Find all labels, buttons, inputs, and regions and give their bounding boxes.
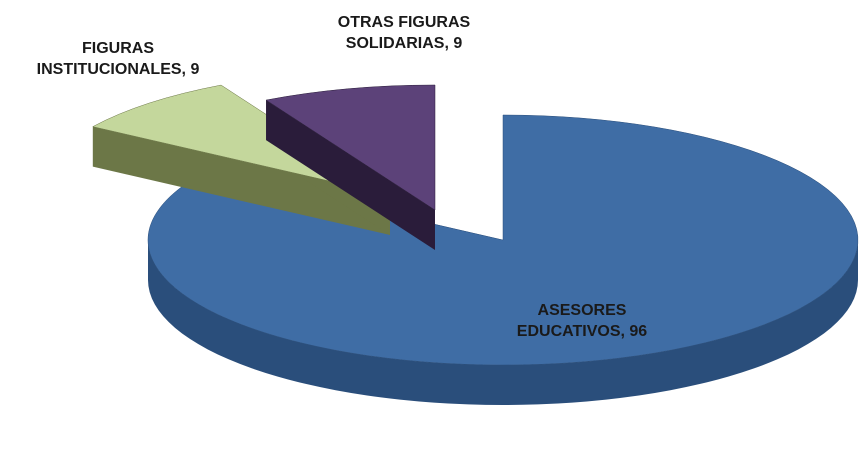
slice-label: ASESORES EDUCATIVOS, 96 (516, 302, 648, 340)
slice-side (148, 240, 858, 405)
slice-label: FIGURAS INSTITUCIONALES, 9 (36, 40, 200, 78)
slice-wall (266, 100, 435, 250)
pie-slice (147, 114, 859, 366)
slice-wall (92, 126, 390, 235)
slice-label: OTRAS FIGURAS SOLIDARIAS, 9 (337, 14, 471, 52)
pie-slice (265, 84, 436, 211)
